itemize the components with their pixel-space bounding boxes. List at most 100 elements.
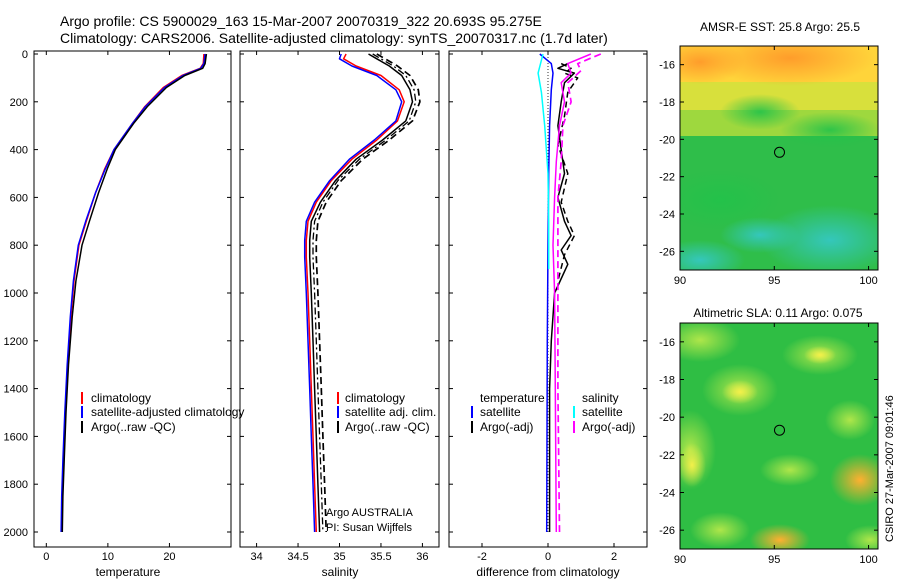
sst-longitude-axis: 90 95 100 (674, 46, 878, 287)
x-tick-label: 10 (102, 551, 114, 563)
depth-tick-label: 1800 (4, 479, 28, 491)
sst-map-frame (679, 45, 879, 271)
depth-tick-label: 400 (10, 145, 28, 157)
latitude-tick-label: -16 (659, 337, 675, 349)
series-line-climatology (305, 53, 405, 533)
depth-axis: 0 200 400 600 800 1000 1200 1400 1600 1800 2000 (4, 49, 231, 539)
series-line-salinity-argo-dash (557, 53, 602, 533)
depth-tick-label: 1600 (4, 431, 28, 443)
sla-longitude-axis: 90 95 100 (674, 323, 878, 566)
longitude-tick-label: 100 (859, 275, 877, 287)
difference-legend-salinity: salinity satellite Argo(-adj) (573, 391, 635, 434)
x-tick-label: 0 (43, 551, 49, 563)
x-tick-label: 35 (333, 551, 345, 563)
depth-tick-label: 600 (10, 192, 28, 204)
credit-stamp: CSIRO 27-Mar-2007 09:01:46 (884, 395, 896, 542)
legend-item-temp-satellite: satellite (480, 405, 521, 419)
legend-item-satellite-adjusted: satellite adj. clim. (345, 405, 436, 419)
salinity-legend: climatology satellite adj. clim. Argo(..… (337, 391, 436, 434)
temperature-panel: 0 200 400 600 800 1000 1200 1400 1600 1800 2000 0 1… (4, 49, 245, 579)
series-line-salinity-argo-adj (552, 53, 592, 533)
longitude-tick-label: 100 (859, 554, 877, 566)
latitude-tick-label: -16 (659, 60, 675, 72)
series-line-satellite-adj-clim (303, 53, 403, 533)
legend-item-sal-satellite: satellite (582, 405, 623, 419)
argo-location-marker (774, 146, 785, 158)
temperature-plot-frame (33, 50, 232, 548)
difference-x-axis: -2 0 2 (477, 51, 617, 563)
sla-latitude-axis: -16 -18 -20 -22 -24 -26 (659, 337, 878, 537)
series-line-argo-raw-qc (61, 53, 208, 533)
longitude-tick-label: 95 (768, 554, 780, 566)
legend-item-climatology: climatology (91, 391, 151, 405)
argo-pi-annotation: PI: Susan Wijffels (326, 522, 412, 534)
latitude-tick-label: -20 (659, 134, 675, 146)
salinity-x-axis: 34 34.5 35 35.5 36 (250, 51, 429, 563)
longitude-tick-label: 90 (674, 275, 686, 287)
x-tick-label: 2 (611, 551, 617, 563)
latitude-tick-label: -24 (659, 209, 675, 221)
difference-axis-label: difference from climatology (476, 565, 619, 579)
latitude-tick-label: -22 (659, 172, 675, 184)
latitude-tick-label: -18 (659, 375, 675, 387)
difference-legend-temperature: temperature satellite Argo(-adj) (471, 391, 545, 434)
sst-heatmap (680, 46, 878, 270)
legend-item-argo: Argo(..raw -QC) (345, 420, 430, 434)
longitude-tick-label: 90 (674, 554, 686, 566)
latitude-tick-label: -18 (659, 97, 675, 109)
legend-item-sal-argo: Argo(-adj) (582, 420, 635, 434)
legend-item-climatology: climatology (345, 391, 405, 405)
series-line-temperature-argo-dash (557, 62, 579, 282)
x-tick-label: 20 (163, 551, 175, 563)
legend-title-salinity: salinity (582, 391, 619, 405)
series-line-temperature-argo-adj (548, 62, 576, 532)
longitude-tick-label: 95 (768, 275, 780, 287)
salinity-plot-frame (239, 50, 440, 548)
temperature-axis-label: temperature (96, 565, 161, 579)
x-tick-label: 34.5 (287, 551, 308, 563)
x-tick-label: -2 (477, 551, 487, 563)
series-line-satellite-adjusted-climatology (60, 53, 206, 533)
legend-title-temperature: temperature (480, 391, 545, 405)
series-line-argo-dash (315, 53, 421, 533)
salinity-series (303, 53, 421, 533)
x-tick-label: 34 (250, 551, 262, 563)
series-line-argo (308, 53, 414, 533)
salinity-axis-label: salinity (322, 565, 359, 579)
depth-tick-label: 1000 (4, 288, 28, 300)
depth-tick-label: 2000 (4, 527, 28, 539)
depth-tick-label: 1200 (4, 336, 28, 348)
salinity-depth-ticks (240, 53, 439, 533)
temperature-series (60, 53, 208, 533)
latitude-tick-label: -20 (659, 412, 675, 424)
sst-map-title: AMSR-E SST: 25.8 Argo: 25.5 (700, 20, 860, 34)
sla-heatmap (680, 323, 878, 549)
figure-title-line1: Argo profile: CS 5900029_163 15-Mar-2007… (60, 13, 542, 29)
x-tick-label: 0 (545, 551, 551, 563)
x-tick-label: 35.5 (370, 551, 391, 563)
depth-tick-label: 0 (22, 49, 28, 61)
temperature-legend: climatology satellite-adjusted climatolo… (81, 391, 244, 434)
sla-map-frame (679, 322, 879, 550)
latitude-tick-label: -22 (659, 450, 675, 462)
argo-location-marker (774, 424, 785, 436)
difference-panel: -2 0 2 difference from climatology tempera… (448, 50, 648, 579)
x-tick-label: 36 (416, 551, 428, 563)
depth-tick-label: 200 (10, 97, 28, 109)
salinity-panel: 34 34.5 35 35.5 36 salinity climatology sate… (239, 50, 440, 579)
difference-series (537, 53, 602, 533)
argo-program-annotation: Argo AUSTRALIA (326, 507, 413, 519)
difference-depth-ticks (449, 53, 647, 533)
figure-title-line2: Climatology: CARS2006. Satellite-adjuste… (60, 30, 608, 46)
depth-tick-label: 800 (10, 240, 28, 252)
sst-latitude-axis: -16 -18 -20 -22 -24 -26 (659, 60, 878, 258)
legend-item-temp-argo: Argo(-adj) (480, 420, 533, 434)
depth-tick-label: 1400 (4, 384, 28, 396)
series-line-temperature-satellite (539, 53, 554, 533)
sst-map-panel: AMSR-E SST: 25.8 Argo: 25.5 -16 -18 -20 -22… (659, 20, 879, 287)
legend-item-satellite-adjusted: satellite-adjusted climatology (91, 405, 244, 419)
latitude-tick-label: -24 (659, 488, 675, 500)
legend-item-argo: Argo(..raw -QC) (91, 420, 176, 434)
